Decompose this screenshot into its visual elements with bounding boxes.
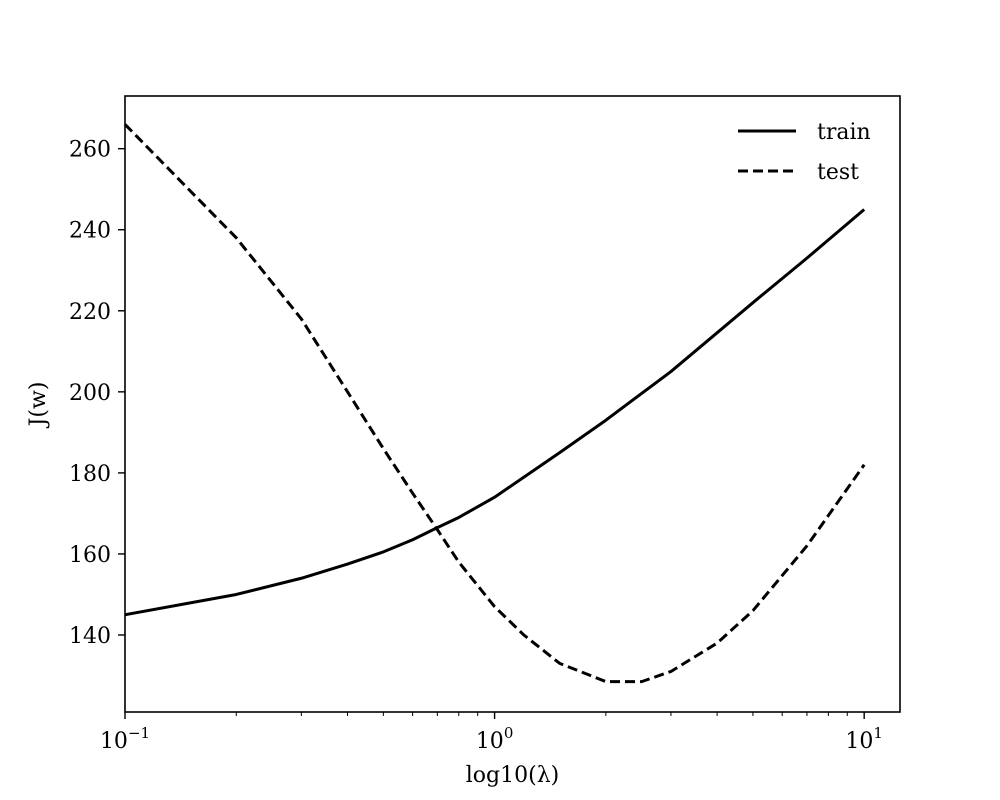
series-line-test bbox=[123, 123, 866, 684]
y-axis-ticks: 140 160 180 200 220 240 260 bbox=[69, 138, 125, 649]
x-axis-ticks: 10−1 100 101 bbox=[100, 712, 883, 754]
y-tick-label: 240 bbox=[69, 219, 111, 244]
y-axis-label: J(w) bbox=[26, 382, 51, 429]
y-tick-label: 140 bbox=[69, 624, 111, 649]
y-tick-label: 260 bbox=[69, 138, 111, 163]
x-tick-label: 101 bbox=[845, 724, 883, 754]
series-line-train bbox=[124, 208, 866, 617]
legend-label-test: test bbox=[817, 160, 859, 185]
legend: train test bbox=[738, 120, 871, 185]
y-tick-label: 200 bbox=[69, 381, 111, 406]
plot-lines bbox=[123, 123, 866, 684]
x-tick-label: 100 bbox=[476, 724, 514, 754]
y-tick-label: 160 bbox=[69, 543, 111, 568]
x-tick-label: 10−1 bbox=[100, 724, 150, 754]
legend-label-train: train bbox=[817, 120, 871, 145]
y-tick-label: 180 bbox=[69, 462, 111, 487]
y-tick-label: 220 bbox=[69, 300, 111, 325]
axes-frame bbox=[124, 95, 901, 713]
x-axis-label: log10(λ) bbox=[466, 763, 559, 788]
